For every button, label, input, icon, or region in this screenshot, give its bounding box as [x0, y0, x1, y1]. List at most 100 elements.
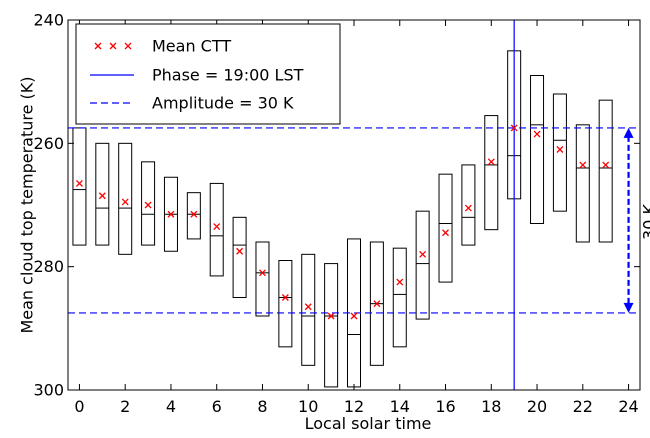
amplitude-annotation-label: 30 K [640, 204, 650, 240]
mean-marker-2 [121, 198, 129, 206]
legend-mean-x-0 [94, 42, 102, 50]
box-18 [484, 115, 499, 231]
mean-marker-4-stroke-b [167, 210, 175, 218]
box-14 [392, 247, 407, 348]
mean-marker-5 [190, 210, 198, 218]
legend-mean-x-1 [109, 42, 117, 50]
mean-marker-13-stroke-b [373, 300, 381, 308]
mean-marker-16-stroke-b [442, 229, 449, 237]
x-tick-label-8: 8 [257, 397, 267, 416]
mean-marker-12-stroke-b [350, 312, 358, 320]
mean-marker-13 [373, 300, 381, 308]
mean-marker-20-stroke-b [533, 130, 541, 138]
mean-marker-10 [304, 303, 312, 311]
x-tick-label-16: 16 [435, 397, 455, 416]
box-6 [209, 182, 224, 277]
box-7 [232, 216, 247, 298]
mean-marker-23 [602, 161, 610, 169]
mean-marker-8 [259, 269, 266, 277]
x-tick-label-14: 14 [390, 397, 410, 416]
x-tick-label-4: 4 [166, 397, 176, 416]
box-9 [278, 260, 293, 348]
mean-marker-10-stroke-b [304, 303, 312, 311]
mean-marker-22 [579, 161, 587, 169]
x-axis-title: Local solar time [305, 414, 432, 433]
box-10 [301, 253, 316, 366]
box-15 [415, 210, 430, 320]
amplitude-arrow-head-top [623, 127, 634, 138]
mean-marker-3 [144, 201, 152, 209]
means-layer [75, 124, 610, 320]
box-17 [461, 164, 476, 246]
x-tick-label-22: 22 [573, 397, 593, 416]
x-tick-label-6: 6 [212, 397, 222, 416]
mean-marker-0-stroke-b [75, 179, 83, 187]
legend: Mean CTT Phase = 19:00 LST Amplitude = 3… [75, 23, 341, 125]
y-tick-label-300: 300 [33, 381, 64, 400]
y-tick-label-280: 280 [33, 257, 64, 276]
legend-mean-x-2-stroke-b [124, 42, 132, 50]
mean-marker-23-stroke-b [602, 161, 610, 169]
mean-marker-22-stroke-b [579, 161, 587, 169]
mean-marker-12 [350, 312, 358, 320]
x-tick-label-0: 0 [74, 397, 84, 416]
mean-marker-19 [510, 124, 518, 132]
legend-mean-x-2 [124, 42, 132, 50]
y-axis-title: Mean cloud top temperature (K) [18, 76, 37, 333]
mean-marker-14-stroke-b [396, 278, 404, 286]
mean-marker-11-stroke-b [327, 312, 335, 320]
y-tick-label-240: 240 [33, 11, 64, 30]
legend-frame [75, 23, 341, 125]
mean-marker-1-stroke-b [98, 192, 106, 200]
x-tick-label-10: 10 [298, 397, 318, 416]
box-5 [186, 192, 201, 240]
x-tick-label-18: 18 [481, 397, 501, 416]
mean-marker-15 [419, 250, 427, 258]
amplitude-arrow-head-bottom [623, 302, 634, 313]
annotation-layer: 30 K [623, 127, 650, 313]
box-21 [552, 93, 567, 212]
reference-lines [68, 20, 640, 390]
mean-marker-15-stroke-b [419, 250, 427, 258]
box-22 [575, 124, 590, 243]
box-11 [324, 263, 339, 388]
legend-label-amplitude: Amplitude = 30 K [152, 94, 294, 113]
box-3 [141, 161, 156, 246]
mean-marker-18-stroke-b [487, 158, 495, 166]
mean-marker-17-stroke-b [464, 204, 472, 212]
mean-marker-16 [442, 229, 449, 237]
mean-marker-11 [327, 312, 335, 320]
legend-label-phase: Phase = 19:00 LST [152, 66, 304, 85]
mean-marker-1 [98, 192, 106, 200]
mean-marker-21-stroke-b [556, 146, 564, 153]
mean-marker-6 [213, 223, 221, 231]
mean-marker-2-stroke-b [121, 198, 129, 206]
mean-marker-4 [167, 210, 175, 218]
mean-marker-3-stroke-b [144, 201, 152, 209]
x-tick-label-20: 20 [527, 397, 547, 416]
mean-marker-17 [464, 204, 472, 212]
mean-marker-8-stroke-b [259, 269, 266, 277]
mean-marker-0 [75, 179, 83, 187]
box-23 [598, 99, 613, 243]
x-tick-label-2: 2 [120, 397, 130, 416]
legend-label-mean: Mean CTT [152, 37, 231, 56]
mean-marker-18 [487, 158, 495, 166]
box-0 [72, 127, 87, 246]
x-tick-label-12: 12 [344, 397, 364, 416]
mean-marker-20 [533, 130, 541, 138]
x-tick-label-24: 24 [618, 397, 638, 416]
legend-mean-x-1-stroke-b [109, 42, 117, 50]
legend-mean-x-0-stroke-b [94, 42, 102, 50]
mean-marker-9-stroke-b [281, 294, 289, 301]
mean-marker-14 [396, 278, 404, 286]
box-16 [438, 173, 453, 283]
legend-handle-mean [94, 42, 132, 50]
box-8 [255, 241, 270, 317]
mean-marker-6-stroke-b [213, 223, 221, 231]
mean-marker-19-stroke-b [510, 124, 518, 132]
mean-marker-21 [556, 146, 564, 153]
box-2 [118, 142, 133, 255]
